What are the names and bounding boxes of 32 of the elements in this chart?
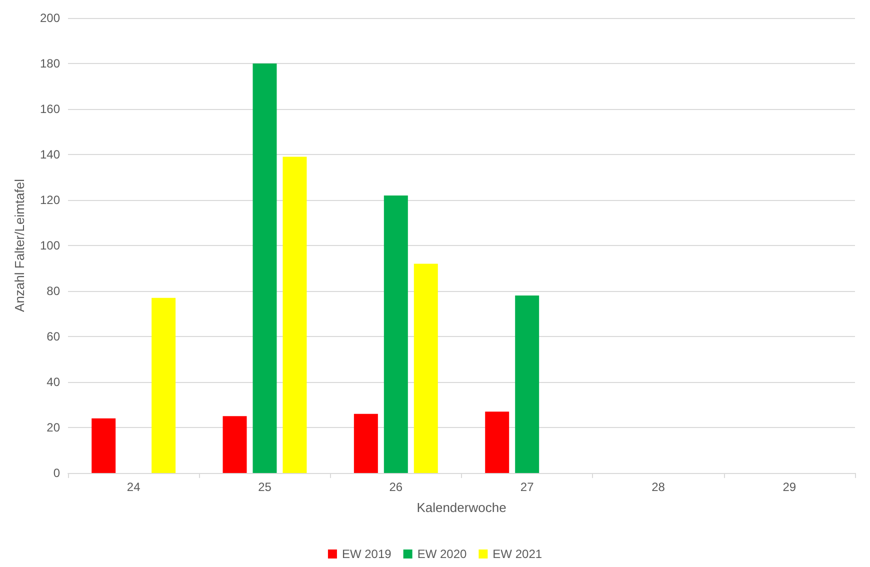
y-tick-label: 0 [53,466,60,480]
bar [222,416,247,473]
bar [252,64,277,473]
legend-label: EW 2020 [417,547,468,561]
x-axis-title: Kalenderwoche [416,500,506,515]
bar [152,298,176,473]
y-tick-label: 20 [46,420,60,434]
x-tick-label: 28 [652,480,666,494]
bar [384,195,408,473]
bar [92,418,116,473]
y-tick-label: 140 [40,148,60,162]
bar [485,412,510,473]
x-tick-label: 26 [389,480,403,494]
legend-label: EW 2021 [492,547,542,561]
x-tick-label: 25 [258,480,272,494]
x-tick-label: 29 [782,480,796,494]
bar [354,414,378,473]
y-tick-label: 100 [40,238,60,252]
legend-label: EW 2019 [342,547,392,561]
bar [282,156,307,473]
y-tick-label: 180 [40,56,60,70]
y-axis-title: Anzahl Falter/Leimtafel [12,178,27,312]
x-tick-label: 27 [520,480,534,494]
x-tick-label: 24 [126,480,141,494]
y-tick-label: 60 [46,330,60,344]
y-tick-label: 80 [46,284,60,298]
bar [414,264,438,473]
y-tick-label: 160 [40,102,60,116]
bar [515,296,540,473]
y-tick-label: 40 [46,375,60,389]
y-tick-label: 200 [40,11,60,25]
y-tick-label: 120 [40,193,60,207]
